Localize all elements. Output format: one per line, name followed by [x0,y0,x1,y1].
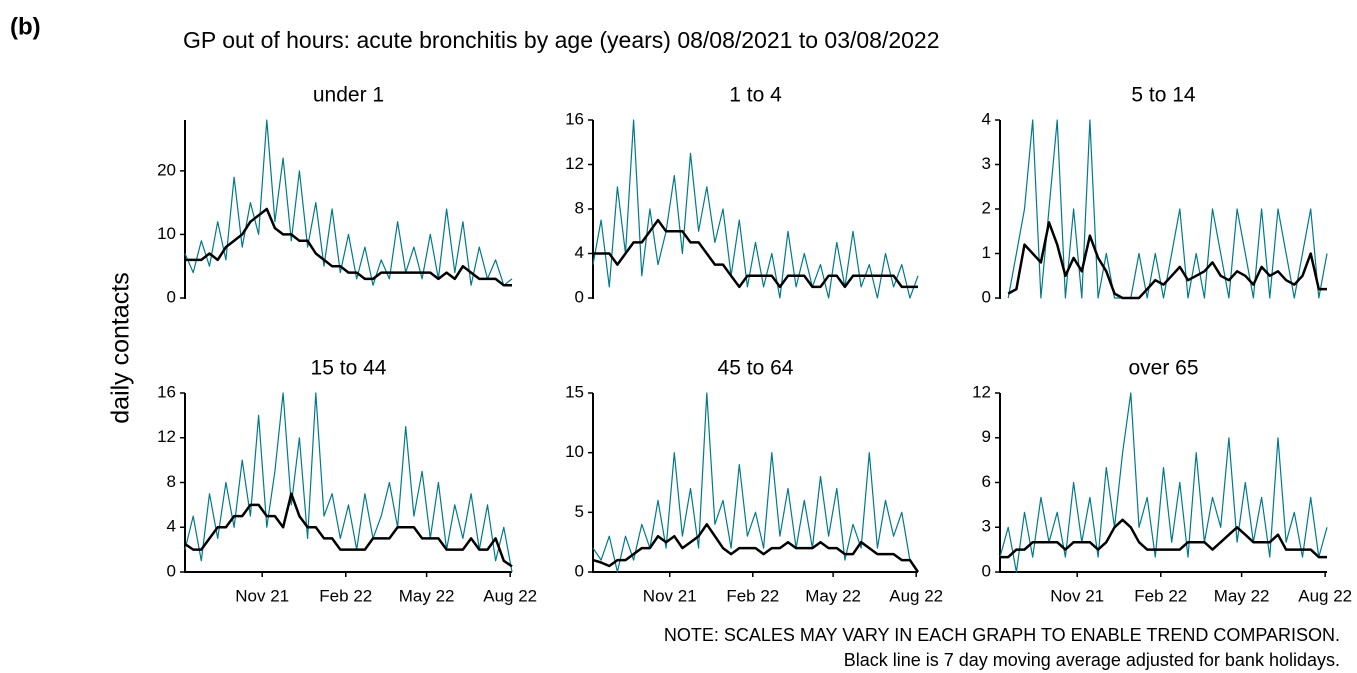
y-tick-label: 3 [982,154,991,173]
y-tick-label: 8 [167,472,176,491]
y-tick-label: 0 [982,561,991,580]
y-tick-label: 0 [167,287,176,306]
series-line [184,119,513,286]
x-tick-label: May 22 [805,586,861,605]
x-tick-label: Nov 21 [235,586,289,605]
note: NOTE: SCALES MAY VARY IN EACH GRAPH TO E… [664,625,1340,645]
x-tick-label: Feb 22 [319,586,372,605]
x-tick-label: Aug 22 [889,586,943,605]
y-tick-label: 4 [575,243,584,262]
y-tick-label: 12 [972,382,991,401]
series-line [185,207,512,287]
panel-title: 15 to 44 [311,357,387,380]
x-tick-label: May 22 [399,586,455,605]
panel-title: over 65 [1128,357,1198,380]
y-tick-label: 1 [982,243,991,262]
x-tick-label: Aug 22 [483,586,537,605]
y-tick-label: 16 [157,382,176,401]
y-tick-label: 10 [565,442,584,461]
series-line [184,392,513,573]
y-tick-label: 12 [565,154,584,173]
x-tick-label: Feb 22 [726,586,779,605]
x-tick-label: Aug 22 [1298,586,1352,605]
y-tick-label: 2 [982,198,991,217]
y-axis-label: daily contacts [107,272,135,423]
y-tick-label: 8 [575,198,584,217]
y-tick-label: 0 [575,287,584,306]
y-tick-label: 12 [157,427,176,446]
y-tick-label: 6 [982,472,991,491]
series-line [1007,119,1328,299]
y-tick-label: 4 [982,109,991,128]
panel-title: 1 to 4 [729,84,782,107]
series-line [1007,221,1327,300]
y-tick-label: 10 [157,224,176,243]
y-tick-label: 0 [982,287,991,306]
y-tick-label: 15 [565,382,584,401]
series-line [184,492,513,568]
series-line [592,523,920,573]
series-line [592,119,919,299]
y-tick-label: 16 [565,109,584,128]
y-tick-label: 20 [157,160,176,179]
y-tick-label: 4 [167,517,176,536]
y-tick-label: 9 [982,427,991,446]
note: Black line is 7 day moving average adjus… [844,650,1340,670]
x-tick-label: Nov 21 [643,586,697,605]
y-tick-label: 3 [982,517,991,536]
series-line [999,392,1328,573]
panel-title: 5 to 14 [1131,84,1196,107]
x-tick-label: May 22 [1214,586,1270,605]
panel-title: 45 to 64 [718,357,794,380]
y-tick-label: 5 [575,502,584,521]
panel-title: under 1 [313,84,384,107]
series-line [1000,518,1327,559]
figure-title: GP out of hours: acute bronchitis by age… [183,27,940,53]
x-tick-label: Nov 21 [1050,586,1104,605]
y-tick-label: 0 [167,561,176,580]
y-tick-label: 0 [575,561,584,580]
series-line [592,392,919,573]
x-tick-label: Feb 22 [1134,586,1187,605]
series-line [593,218,918,289]
panel-label: (b) [10,13,41,40]
